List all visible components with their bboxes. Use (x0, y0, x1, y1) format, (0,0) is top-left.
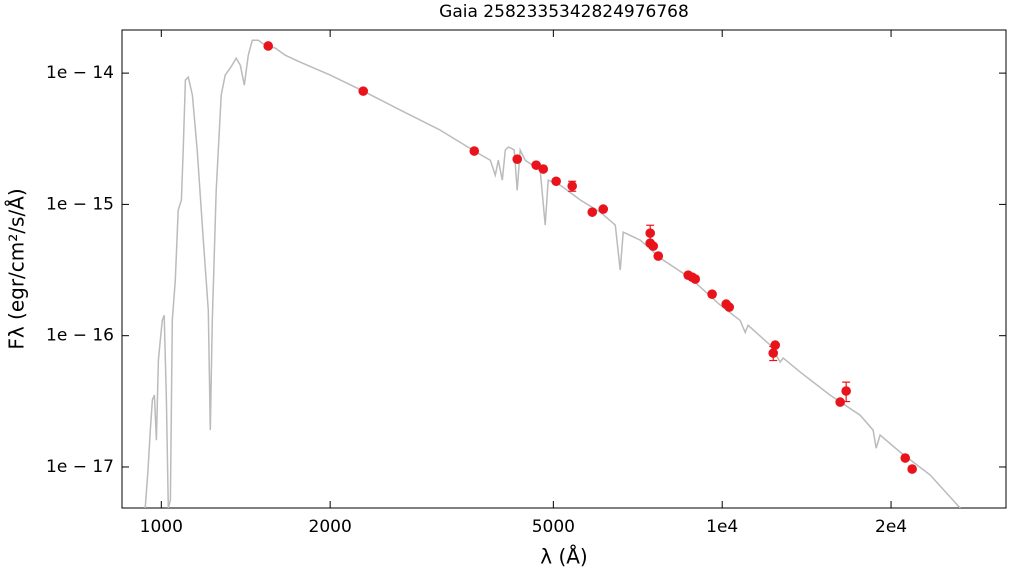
y-tick-label: 1e − 16 (46, 326, 114, 346)
data-point (587, 207, 598, 217)
y-tick-label: 1e − 15 (46, 194, 114, 214)
data-point (770, 340, 781, 350)
data-point (907, 464, 917, 474)
data-point (263, 41, 274, 51)
y-tick-label: 1e − 14 (46, 63, 114, 83)
x-tick-label: 1000 (140, 517, 183, 537)
x-tick-label: 5000 (532, 517, 575, 537)
data-point (653, 251, 664, 261)
data-point (358, 86, 369, 96)
chart-title: Gaia 2582335342824976768 (439, 2, 689, 22)
data-point (538, 164, 549, 174)
data-point (648, 241, 659, 251)
x-tick-label: 2e4 (875, 517, 907, 537)
data-point (768, 348, 779, 358)
x-tick-label: 1e4 (706, 517, 738, 537)
data-point (724, 302, 735, 312)
x-tick-label: 2000 (309, 517, 352, 537)
y-axis-label: Fλ (egr/cm²/s/Å) (5, 188, 29, 349)
data-point (469, 146, 480, 156)
y-tick-label: 1e − 17 (46, 457, 114, 477)
data-point (707, 289, 717, 300)
data-point (567, 181, 577, 191)
data-point (512, 154, 523, 164)
data-point (551, 176, 561, 187)
model-line (144, 39, 961, 508)
data-point (531, 160, 541, 170)
data-point (598, 204, 609, 214)
data-point (841, 386, 851, 396)
data-point (690, 274, 701, 284)
data-point (835, 397, 845, 407)
plot-frame (121, 29, 1007, 509)
data-point (900, 453, 911, 463)
data-point (645, 228, 656, 238)
plot-area (144, 39, 961, 508)
x-axis-label: λ (Å) (540, 545, 587, 569)
